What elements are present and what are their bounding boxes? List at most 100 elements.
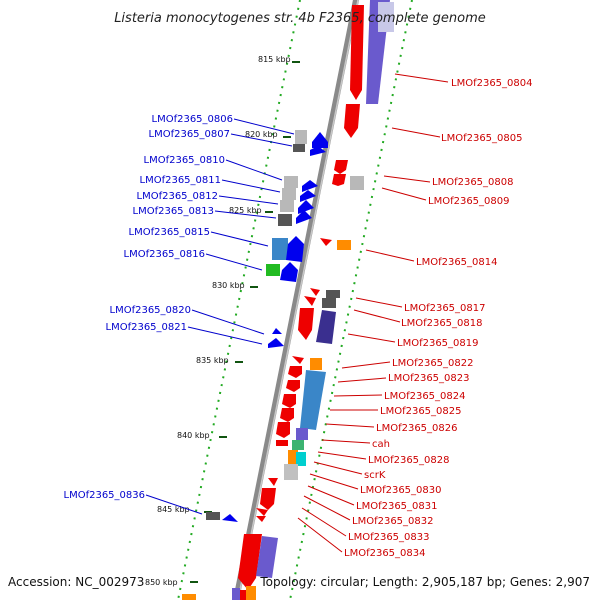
scale-label: 850 kbp	[145, 578, 178, 587]
gene-label: LMOf2365_0812	[137, 191, 219, 202]
gene-label: LMOf2365_0833	[348, 532, 430, 543]
gene-feature	[296, 452, 306, 466]
gene-feature	[326, 290, 340, 298]
gene-feature	[280, 200, 294, 212]
left-gene-labels: LMOf2365_0806 LMOf2365_0807 LMOf2365_081…	[64, 114, 234, 501]
gene-feature	[272, 238, 288, 260]
gene-label: LMOf2365_0834	[344, 548, 426, 559]
gene-feature	[300, 190, 316, 202]
gene-feature	[280, 408, 294, 422]
gene-feature	[246, 586, 256, 600]
gene-feature	[222, 514, 238, 522]
gene-label: LMOf2365_0822	[392, 358, 474, 369]
gene-feature	[293, 144, 305, 152]
gene-feature	[312, 132, 328, 148]
gene-feature	[276, 440, 288, 446]
gene-feature	[302, 180, 318, 192]
gene-label: LMOf2365_0818	[401, 318, 483, 329]
gene-feature	[378, 2, 394, 32]
gene-label: LMOf2365_0807	[149, 129, 231, 140]
reverse-strand-genes	[236, 5, 364, 600]
gene-label: LMOf2365_0806	[152, 114, 234, 125]
gene-label: LMOf2365_0831	[356, 501, 438, 512]
gene-feature	[292, 356, 304, 364]
gene-feature	[332, 174, 346, 186]
gene-label: scrK	[364, 470, 386, 481]
gene-feature	[272, 328, 282, 334]
gene-feature	[284, 176, 298, 188]
scale-labels: 815 kbp 820 kbp 825 kbp 830 kbp 835 kbp …	[145, 55, 291, 587]
scale-label: 835 kbp	[196, 356, 229, 365]
gene-label: LMOf2365_0821	[106, 322, 188, 333]
map-title: Listeria monocytogenes str. 4b F2365, co…	[114, 11, 486, 26]
gene-feature	[316, 310, 336, 344]
genome-summary-text: Topology: circular; Length: 2,905,187 bp…	[259, 575, 590, 589]
gene-feature	[334, 160, 348, 174]
gene-feature	[232, 588, 240, 600]
gene-feature	[296, 210, 312, 224]
gene-feature	[320, 238, 332, 246]
gene-label: LMOf2365_0823	[388, 373, 470, 384]
gene-feature	[206, 512, 220, 520]
gene-feature	[350, 5, 364, 100]
gene-label: LMOf2365_0819	[397, 338, 479, 349]
scale-label: 840 kbp	[177, 431, 210, 440]
gene-label: LMOf2365_0804	[451, 78, 533, 89]
gene-feature	[268, 478, 278, 486]
gene-feature	[286, 236, 304, 262]
gene-feature	[300, 370, 326, 430]
gene-feature	[282, 394, 296, 408]
gene-label: LMOf2365_0830	[360, 485, 442, 496]
gene-label: LMOf2365_0828	[368, 455, 450, 466]
feature-blocks	[232, 0, 394, 600]
gene-feature	[344, 104, 360, 138]
gene-feature	[288, 450, 298, 464]
gene-label: LMOf2365_0824	[384, 391, 466, 402]
right-gene-labels: LMOf2365_0804 LMOf2365_0805 LMOf2365_080…	[344, 78, 533, 559]
gene-label: cah	[372, 439, 390, 450]
gene-label: LMOf2365_0832	[352, 516, 434, 527]
gene-feature	[292, 440, 304, 450]
gene-label: LMOf2365_0815	[129, 227, 211, 238]
gene-label: LMOf2365_0836	[64, 490, 146, 501]
gene-feature	[298, 308, 314, 340]
gene-feature	[295, 130, 307, 144]
scale-label: 815 kbp	[258, 55, 291, 64]
scale-label: 830 kbp	[212, 281, 245, 290]
gene-feature	[260, 488, 276, 510]
scale-label: 845 kbp	[157, 505, 190, 514]
gene-feature	[280, 262, 298, 282]
gene-feature	[304, 296, 316, 306]
gene-feature	[310, 146, 326, 156]
gene-label: LMOf2365_0810	[144, 155, 226, 166]
gene-label: LMOf2365_0808	[432, 177, 514, 188]
gene-feature	[266, 264, 280, 276]
gene-label: LMOf2365_0816	[124, 249, 206, 260]
gene-feature	[286, 380, 300, 392]
gene-feature	[337, 240, 351, 250]
gene-label: LMOf2365_0825	[380, 406, 462, 417]
gene-label: LMOf2365_0809	[428, 196, 510, 207]
gene-label: LMOf2365_0811	[140, 175, 222, 186]
gene-feature	[276, 422, 290, 438]
right-leader-lines	[297, 73, 449, 553]
gene-feature	[268, 338, 284, 348]
gene-feature	[256, 508, 268, 516]
scale-ticks	[190, 61, 300, 583]
forward-strand-genes	[182, 130, 328, 600]
genome-backbone	[232, 0, 360, 600]
gene-feature	[288, 366, 302, 378]
left-leader-lines	[145, 118, 295, 515]
gene-feature	[310, 358, 322, 370]
gene-label: LMOf2365_0820	[110, 305, 192, 316]
scale-label: 825 kbp	[229, 206, 262, 215]
gene-feature	[298, 200, 314, 214]
gene-label: LMOf2365_0814	[416, 257, 498, 268]
gene-feature	[322, 298, 336, 308]
gene-feature	[296, 428, 308, 440]
gene-label: LMOf2365_0805	[441, 133, 523, 144]
gene-feature	[350, 176, 364, 190]
gene-label: LMOf2365_0817	[404, 303, 486, 314]
gene-feature	[256, 536, 278, 578]
